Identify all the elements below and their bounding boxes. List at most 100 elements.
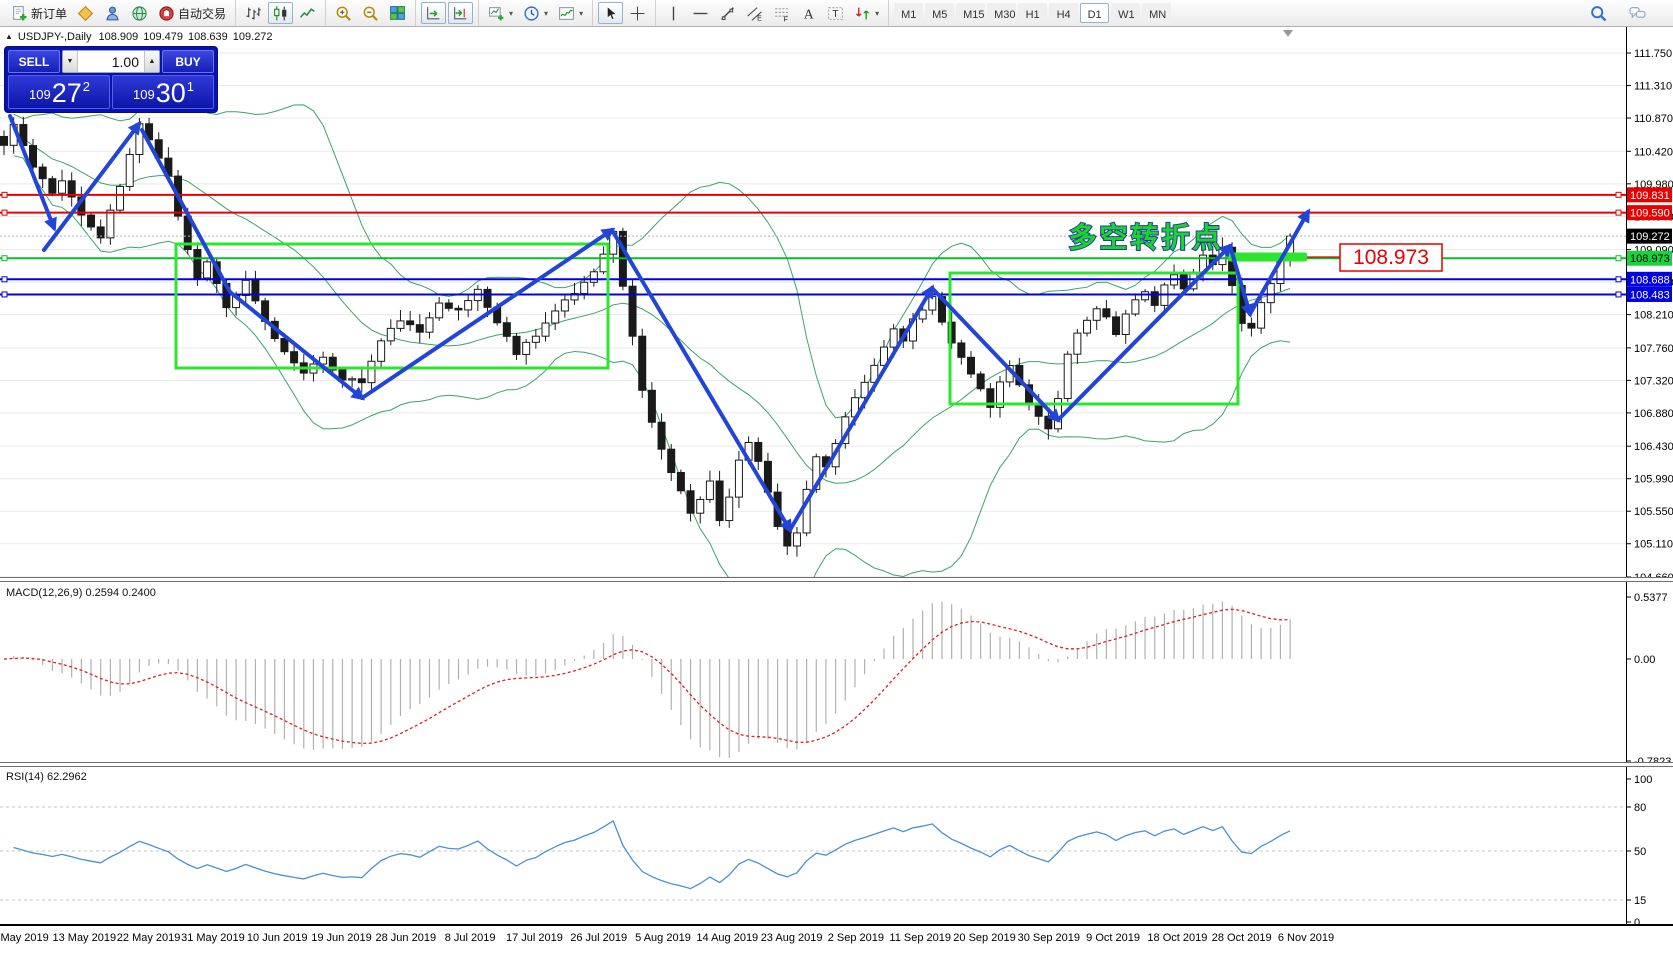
buy-button[interactable]: BUY bbox=[162, 50, 214, 73]
period-presets-button[interactable]: ▾ bbox=[519, 2, 552, 24]
new-order-button[interactable]: 新订单 bbox=[7, 2, 71, 24]
svg-text:80: 80 bbox=[1634, 802, 1646, 814]
text-button[interactable]: A bbox=[796, 2, 821, 24]
svg-text:105.110: 105.110 bbox=[1634, 539, 1673, 551]
clock-icon bbox=[524, 5, 539, 21]
chat-button[interactable] bbox=[1625, 2, 1650, 24]
svg-text:28 Jun 2019: 28 Jun 2019 bbox=[376, 932, 437, 944]
price-axis[interactable]: 111.750111.310110.870110.420109.980109.5… bbox=[1626, 48, 1673, 584]
text-label-button[interactable]: T bbox=[823, 2, 848, 24]
text-label-icon: T bbox=[828, 6, 844, 20]
timeframe-h4[interactable]: H4 bbox=[1049, 3, 1079, 23]
price-callout-label: 108.973 bbox=[1307, 243, 1443, 272]
dropdown-caret-icon: ▾ bbox=[509, 8, 514, 18]
bollinger-bands[interactable] bbox=[13, 104, 1291, 619]
equidistant-channel-button[interactable]: E bbox=[742, 2, 767, 24]
macd-pane-resizer[interactable] bbox=[0, 577, 1673, 582]
fibonacci-button[interactable]: F bbox=[769, 2, 794, 24]
autotrading-button-label: 自动交易 bbox=[178, 6, 227, 21]
svg-text:11 Sep 2019: 11 Sep 2019 bbox=[889, 932, 951, 944]
price-axis-tag: 109.272 bbox=[1627, 228, 1672, 244]
accounts-button[interactable] bbox=[100, 2, 125, 24]
new-order-button-label: 新订单 bbox=[31, 6, 68, 21]
shift-marker-icon[interactable] bbox=[1283, 30, 1293, 37]
svg-text:106.880: 106.880 bbox=[1634, 408, 1673, 420]
cursor-button[interactable] bbox=[598, 2, 624, 24]
svg-text:17 Jul 2019: 17 Jul 2019 bbox=[506, 932, 563, 944]
autotrade-icon bbox=[159, 5, 174, 21]
equidistant-channel-icon: E bbox=[747, 6, 762, 22]
globe-icon bbox=[132, 5, 147, 21]
timeframe-m15[interactable]: M15 bbox=[956, 3, 986, 23]
timeframe-m1[interactable]: M1 bbox=[894, 3, 924, 23]
close-value: 109.272 bbox=[232, 31, 273, 43]
candle-chart-icon bbox=[274, 5, 287, 20]
rsi-axis[interactable]: 100 80 50 15 0 bbox=[1626, 774, 1652, 929]
svg-text:106.430: 106.430 bbox=[1634, 441, 1673, 453]
crosshair-button[interactable] bbox=[625, 2, 650, 24]
timeframe-mn[interactable]: MN bbox=[1142, 3, 1172, 23]
rsi-pane-resizer[interactable] bbox=[0, 762, 1673, 767]
annotation-text[interactable]: 多空转折点 bbox=[1067, 220, 1223, 254]
svg-text:105.990: 105.990 bbox=[1634, 474, 1673, 486]
svg-text:5 Aug 2019: 5 Aug 2019 bbox=[635, 932, 691, 944]
sell-price-big: 27 bbox=[51, 78, 82, 108]
highlight-boxes[interactable] bbox=[174, 242, 1240, 406]
text-icon: A bbox=[804, 6, 814, 21]
community-button[interactable] bbox=[127, 2, 152, 24]
collapse-icon[interactable]: ▲ bbox=[5, 32, 13, 41]
timeframe-m30[interactable]: M30 bbox=[987, 3, 1017, 23]
sell-button[interactable]: SELL bbox=[8, 50, 60, 73]
new-chart-button[interactable]: ▾ bbox=[484, 2, 517, 24]
line-chart-button[interactable] bbox=[295, 2, 320, 24]
volume-decrease-button[interactable]: ▼ bbox=[63, 51, 78, 72]
symbol-period-label: USDJPY-,Daily bbox=[17, 31, 92, 43]
price-axis-tag: 108.688 bbox=[1627, 271, 1672, 287]
open-value: 108.909 bbox=[98, 31, 139, 43]
person-icon bbox=[106, 6, 119, 20]
zigzag-trend-arrows[interactable] bbox=[8, 114, 1310, 534]
new-chart-icon bbox=[489, 6, 504, 20]
svg-text:20 Sep 2019: 20 Sep 2019 bbox=[953, 932, 1015, 944]
horizontal-line-button[interactable] bbox=[688, 2, 713, 24]
arrows-button[interactable]: ▾ bbox=[850, 2, 883, 24]
candle-chart-button[interactable] bbox=[268, 2, 294, 24]
sell-price-button[interactable]: 109 27 2 bbox=[8, 75, 110, 109]
svg-text:109.272: 109.272 bbox=[1630, 231, 1670, 243]
rsi-label: RSI(14) 62.2962 bbox=[6, 771, 87, 783]
doc-plus-icon bbox=[13, 5, 27, 20]
buy-price-sup: 1 bbox=[186, 79, 194, 94]
svg-text:多空转折点: 多空转折点 bbox=[1068, 221, 1223, 253]
trendline-button[interactable] bbox=[715, 2, 740, 24]
svg-text:107.320: 107.320 bbox=[1634, 375, 1673, 387]
volume-increase-button[interactable]: ▲ bbox=[144, 51, 159, 72]
bar-chart-button[interactable] bbox=[241, 2, 266, 24]
zoom-out-button[interactable] bbox=[358, 2, 383, 24]
search-button[interactable] bbox=[1586, 2, 1611, 24]
buy-price-button[interactable]: 109 30 1 bbox=[112, 75, 214, 109]
tile-windows-button[interactable] bbox=[385, 2, 410, 24]
timeframe-d1[interactable]: D1 bbox=[1080, 3, 1110, 23]
volume-input[interactable] bbox=[78, 51, 144, 72]
metaeditor-button[interactable] bbox=[73, 2, 98, 24]
autotrading-button[interactable]: 自动交易 bbox=[154, 2, 230, 24]
svg-text:8 Jul 2019: 8 Jul 2019 bbox=[445, 932, 496, 944]
timeframe-h1[interactable]: H1 bbox=[1018, 3, 1048, 23]
svg-text:109.590: 109.590 bbox=[1630, 208, 1670, 220]
volume-control: ▼ ▲ bbox=[62, 50, 160, 73]
timeframe-w1[interactable]: W1 bbox=[1111, 3, 1141, 23]
chart-shift-button[interactable] bbox=[448, 2, 474, 24]
auto-scroll-button[interactable] bbox=[421, 2, 447, 24]
timeframe-m5[interactable]: M5 bbox=[925, 3, 955, 23]
dropdown-caret-icon: ▾ bbox=[544, 8, 549, 18]
svg-text:110.420: 110.420 bbox=[1634, 146, 1673, 158]
green-highlight-bar[interactable] bbox=[1228, 252, 1307, 262]
vertical-line-button[interactable] bbox=[661, 2, 686, 24]
svg-text:31 May 2019: 31 May 2019 bbox=[181, 932, 245, 944]
zoom-in-button[interactable] bbox=[331, 2, 356, 24]
indicators-button[interactable]: ▾ bbox=[554, 2, 587, 24]
svg-text:0.00: 0.00 bbox=[1634, 654, 1655, 666]
